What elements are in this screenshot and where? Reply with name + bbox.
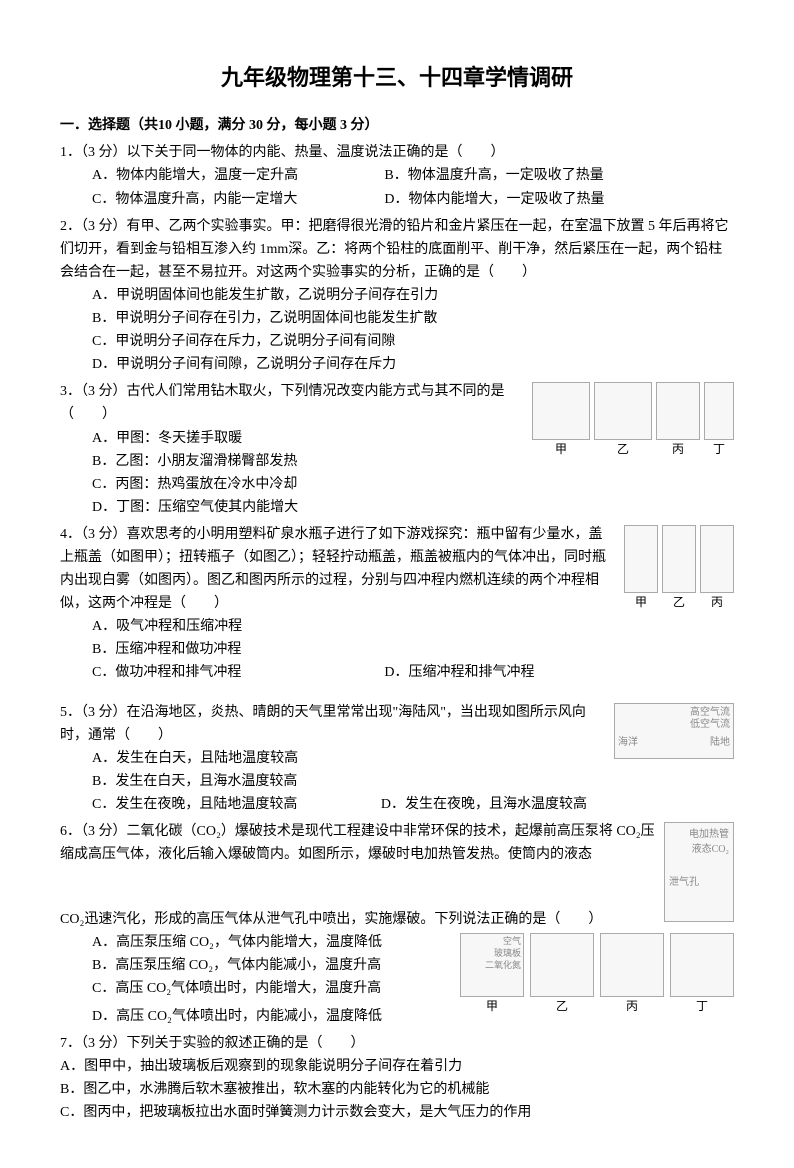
- q5-opt-d: D．发生在夜晚，且海水温度较高: [381, 793, 670, 816]
- q1-opt-c: C．物体温度升高，内能一定增大: [92, 188, 381, 211]
- q4-opt-d: D．压缩冲程和排气冲程: [384, 661, 673, 684]
- q7-figure: 空气 玻璃板 二氧化氮 甲 乙 丙 丁: [460, 933, 734, 1017]
- q3-cap4: 丁: [704, 440, 734, 460]
- q3-opt-c: C．丙图：热鸡蛋放在冷水中冷却: [92, 473, 734, 496]
- q5-fig-mid: 低空气流: [618, 719, 730, 731]
- question-6: 电加热管 液态CO₂ 泄气孔 6．（3 分）二氧化碳（CO₂）爆破技术是现代工程…: [60, 820, 734, 1028]
- q5-fig-top: 高空气流: [618, 707, 730, 719]
- q1-opt-b: B．物体温度升高，一定吸收了热量: [384, 164, 673, 187]
- question-3: 甲 乙 丙 丁 3．（3 分）古代人们常用钻木取火，下列情况改变内能方式与其不同…: [60, 380, 734, 519]
- q4-cap1: 甲: [624, 593, 658, 613]
- q5-opt-c: C．发生在夜晚，且陆地温度较高: [92, 793, 381, 816]
- question-4: 甲 乙 丙 4．（3 分）喜欢思考的小明用塑料矿泉水瓶子进行了如下游戏探究：瓶中…: [60, 523, 734, 685]
- q7-fig-l3: 二氧化氮: [463, 960, 521, 972]
- q4-cap3: 丙: [700, 593, 734, 613]
- q1-opt-a: A．物体内能增大，温度一定升高: [92, 164, 381, 187]
- q6-figure: 电加热管 液态CO₂ 泄气孔: [664, 822, 734, 922]
- question-5: 高空气流 低空气流 海洋 陆地 5．（3 分）在沿海地区，炎热、晴朗的天气里常常…: [60, 701, 734, 816]
- q2-opt-b: B．甲说明分子间存在引力，乙说明固体间也能发生扩散: [92, 307, 734, 330]
- q5-opt-a: A．发生在白天，且陆地温度较高: [92, 747, 381, 770]
- q4-figure: 甲 乙 丙: [624, 525, 734, 613]
- q4-opt-a: A．吸气冲程和压缩冲程: [92, 615, 381, 638]
- q7-fig-l1: 空气: [463, 936, 521, 948]
- q1-opt-d: D．物体内能增大，一定吸收了热量: [384, 188, 673, 211]
- q4-opt-b: B．压缩冲程和做功冲程: [92, 638, 381, 661]
- question-2: 2．（3 分）有甲、乙两个实验事实。甲：把磨得很光滑的铅片和金片紧压在一起，在室…: [60, 215, 734, 377]
- q2-opt-a: A．甲说明固体间也能发生扩散，乙说明分子间存在引力: [92, 284, 734, 307]
- q7-cap3: 丙: [600, 997, 664, 1017]
- q6-fig-l1: 电加热管: [669, 827, 729, 842]
- q5-figure: 高空气流 低空气流 海洋 陆地: [614, 703, 734, 759]
- q3-opt-d: D．丁图：压缩空气使其内能增大: [92, 496, 734, 519]
- page-title: 九年级物理第十三、十四章学情调研: [60, 60, 734, 96]
- q1-stem: 1．（3 分）以下关于同一物体的内能、热量、温度说法正确的是（ ）: [60, 141, 734, 164]
- q5-fig-l: 海洋: [618, 737, 638, 749]
- section-1-header: 一．选择题（共10 小题，满分 30 分，每小题 3 分）: [60, 114, 734, 137]
- q7-cap1: 甲: [460, 997, 524, 1017]
- q2-opt-c: C．甲说明分子间存在斥力，乙说明分子间有间隙: [92, 330, 734, 353]
- q6-fig-l2: 液态CO₂: [669, 842, 729, 857]
- q2-opt-d: D．甲说明分子间有间隙，乙说明分子间存在斥力: [92, 353, 734, 376]
- q3-cap2: 乙: [594, 440, 652, 460]
- q3-cap3: 丙: [656, 440, 700, 460]
- q7-opt-b: B．图乙中，水沸腾后软木塞被推出，软木塞的内能转化为它的机械能: [60, 1082, 489, 1097]
- q3-cap1: 甲: [532, 440, 590, 460]
- q5-fig-r: 陆地: [710, 737, 730, 749]
- q6-stem2: CO₂迅速汽化，形成的高压气体从泄气孔中喷出，实施爆破。下列说法正确的是（ ）: [60, 908, 734, 931]
- q5-opt-b: B．发生在白天，且海水温度较高: [92, 770, 381, 793]
- q7-stem: 7．（3 分）下列关于实验的叙述正确的是（ ）: [60, 1032, 734, 1055]
- q2-stem: 2．（3 分）有甲、乙两个实验事实。甲：把磨得很光滑的铅片和金片紧压在一起，在室…: [60, 215, 734, 284]
- q4-opt-c: C．做功冲程和排气冲程: [92, 661, 381, 684]
- question-1: 1．（3 分）以下关于同一物体的内能、热量、温度说法正确的是（ ） A．物体内能…: [60, 141, 734, 210]
- q6-stem1: 6．（3 分）二氧化碳（CO₂）爆破技术是现代工程建设中非常环保的技术，起爆前高…: [60, 820, 734, 866]
- q7-opt-a: A．图甲中，抽出玻璃板后观察到的现象能说明分子间存在着引力: [60, 1059, 462, 1074]
- q7-cap4: 丁: [670, 997, 734, 1017]
- q7-cap2: 乙: [530, 997, 594, 1017]
- q7-opt-c: C．图丙中，把玻璃板拉出水面时弹簧测力计示数会变大，是大气压力的作用: [60, 1105, 531, 1120]
- question-7: 7．（3 分）下列关于实验的叙述正确的是（ ） A．图甲中，抽出玻璃板后观察到的…: [60, 1032, 734, 1124]
- q7-fig-l2: 玻璃板: [463, 948, 521, 960]
- q3-figure: 甲 乙 丙 丁: [532, 382, 734, 460]
- q6-fig-l3: 泄气孔: [669, 875, 729, 890]
- q4-cap2: 乙: [662, 593, 696, 613]
